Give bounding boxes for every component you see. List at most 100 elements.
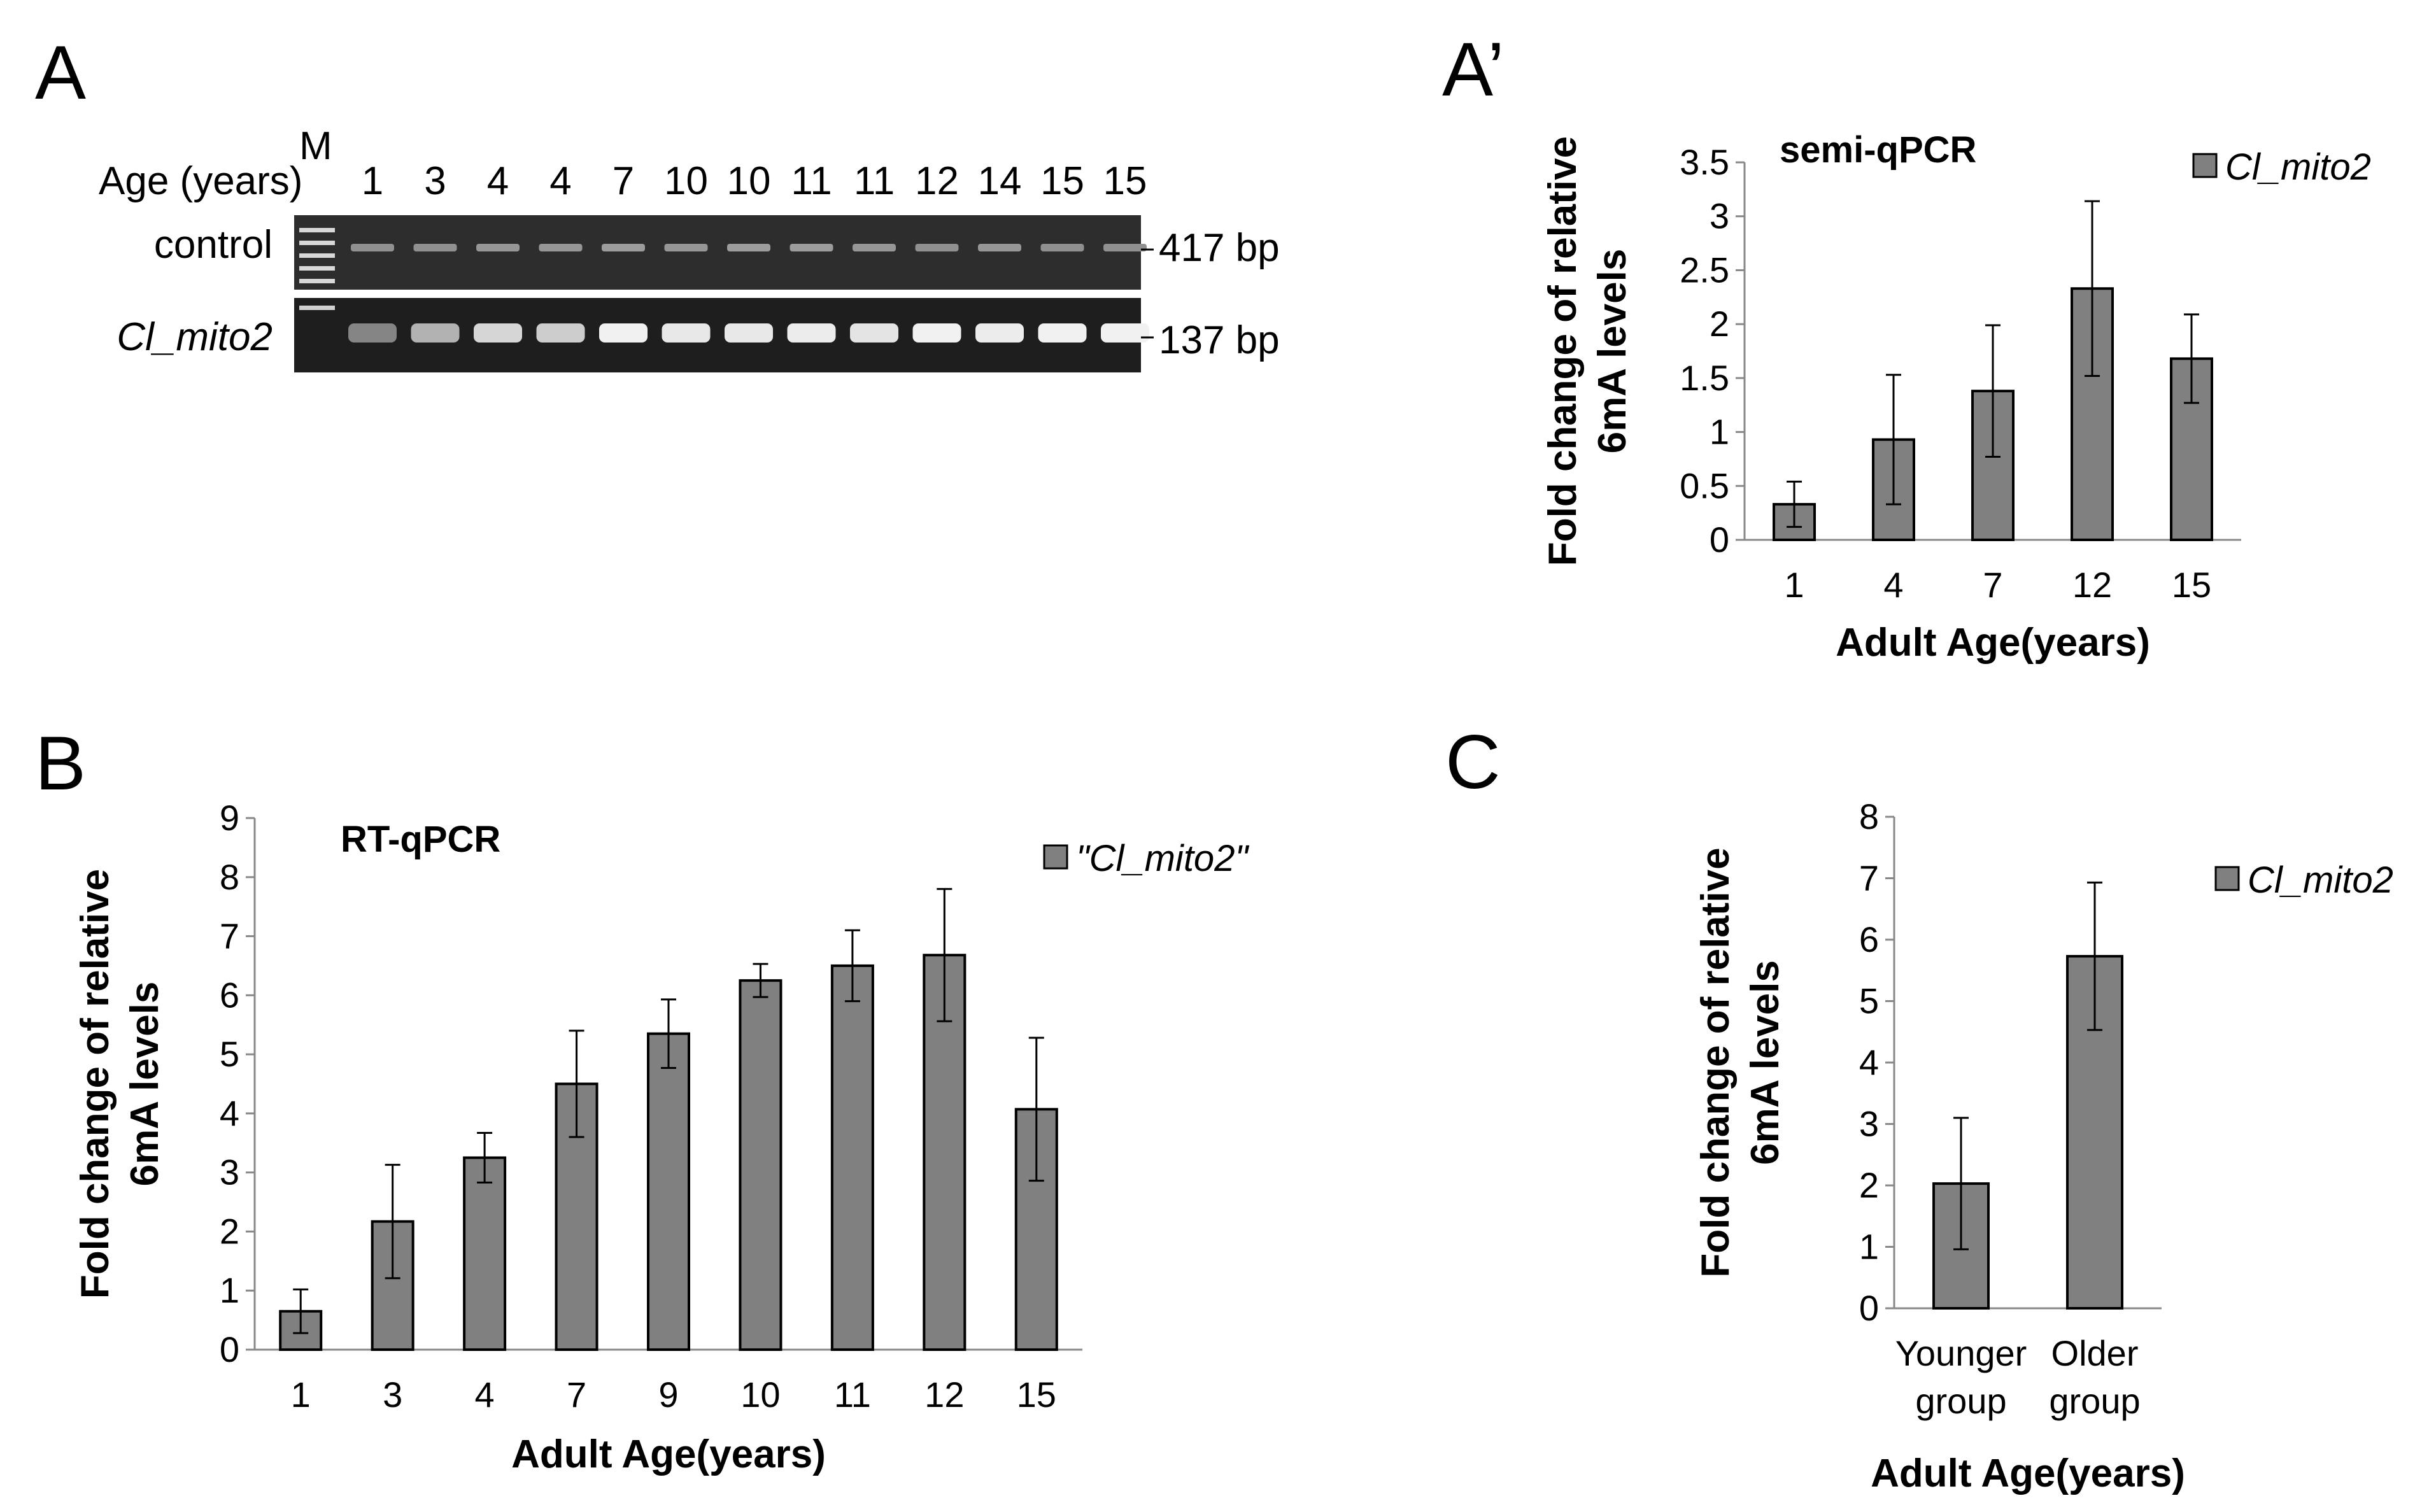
error-bar (844, 929, 860, 1003)
gel-target-band (599, 323, 648, 343)
gel-lane-label: 1 (362, 159, 383, 203)
legend-label: Cl_mito2 (2248, 859, 2393, 901)
gel-marker-band (299, 253, 335, 258)
gel-control-band (727, 244, 770, 251)
y-tick-label: 1 (1710, 412, 1729, 452)
x-tick-label: Younger (1895, 1333, 2027, 1373)
y-tick-label: 4 (1859, 1042, 1879, 1082)
gel-control-band (476, 244, 520, 251)
gel-lane-label: 11 (854, 159, 895, 203)
error-bar (1787, 481, 1802, 528)
gel-control-label: control (154, 223, 273, 267)
error-bar (2085, 200, 2100, 377)
gel-target-band (662, 323, 711, 343)
y-tick-label: 8 (220, 857, 239, 897)
gel-target-label: Cl_mito2 (117, 315, 273, 359)
legend-swatch (2192, 153, 2218, 178)
gel-control-size: 417 bp (1159, 226, 1280, 270)
y-axis-label: Fold change of relative 6mA levels (73, 869, 167, 1299)
gel-control-band (978, 244, 1021, 251)
legend-swatch (2214, 866, 2240, 891)
y-tick-label: 3.5 (1680, 142, 1729, 182)
chart-semi-qpcr: 0 0.5 1 1.5 2 2.5 3 3.5 1 4 7 12 15 semi-qPCR Adult Ag… (1541, 129, 2371, 665)
gel-control-band (539, 244, 583, 251)
gel-lane-label: 12 (915, 159, 959, 203)
gel-control-band (602, 244, 645, 251)
gel-control-band (915, 244, 959, 251)
gel-target-band (787, 323, 836, 343)
y-tick-label: 5 (1859, 981, 1879, 1021)
panel-label-b: B (35, 721, 86, 806)
bar (463, 1156, 507, 1351)
x-axis-label: Adult Age(years) (1871, 1452, 2185, 1495)
x-tick-label: 12 (924, 1374, 964, 1415)
bar (830, 964, 874, 1351)
y-tick-label: 0 (1859, 1288, 1879, 1328)
gel-marker-label: M (299, 124, 332, 168)
gel-lane-label: 4 (487, 159, 509, 203)
y-tick-label: 7 (1859, 858, 1879, 898)
gel-lane-label: 14 (978, 159, 1022, 203)
y-tick-label: 3 (1710, 196, 1729, 236)
gel-control-background (294, 215, 1141, 290)
y-tick-label: 1.5 (1680, 358, 1729, 398)
gel-control-band (351, 244, 394, 251)
x-tick-label: 7 (1983, 565, 2002, 605)
gel-lane-label: 10 (664, 159, 708, 203)
gel-control-band (413, 244, 457, 251)
x-tick-label: 1 (291, 1374, 311, 1415)
y-axis-label-line: 6mA levels (1590, 249, 1634, 454)
x-tick-label: 12 (2072, 565, 2112, 605)
gel-lane-label: 11 (791, 159, 832, 203)
y-tick-label: 6 (220, 975, 239, 1015)
chart-group-comparison: 0 1 2 3 4 5 6 7 8 Younger group Older group Adult Age… (1694, 796, 2393, 1495)
x-tick-label: 10 (740, 1374, 780, 1415)
y-tick-label: 2 (1859, 1165, 1879, 1205)
y-tick-label: 2 (220, 1211, 239, 1251)
error-bar (937, 887, 953, 1022)
gel-marker-band (299, 228, 335, 232)
x-tick-label: Older (2051, 1333, 2139, 1373)
x-tick-label: 9 (658, 1374, 678, 1415)
error-bar (293, 1288, 309, 1334)
y-tick-label: 1 (1859, 1227, 1879, 1267)
gel-target-band (1038, 323, 1087, 343)
gel-marker-band (299, 266, 335, 271)
error-bar (1886, 374, 1901, 505)
x-axis-label: Adult Age(years) (511, 1432, 826, 1476)
y-tick-label: 4 (220, 1093, 239, 1133)
panel-label-c: C (1445, 719, 1501, 805)
error-bar (1985, 324, 2001, 458)
error-bar (477, 1132, 493, 1183)
gel-control-band (1103, 244, 1147, 251)
x-tick-label: 3 (383, 1374, 402, 1415)
x-tick-label: group (1915, 1381, 2006, 1421)
chart-title: RT-qPCR (341, 819, 500, 860)
y-tick-label: 0 (220, 1329, 239, 1369)
gel-lane-label: 4 (549, 159, 571, 203)
y-tick-label: 5 (220, 1034, 239, 1074)
error-bar (385, 1164, 400, 1280)
gel-control-band (1040, 244, 1084, 251)
gel-target-band (725, 323, 773, 343)
gel-control-band (664, 244, 708, 251)
y-tick-label: 7 (220, 916, 239, 956)
gel-target-band (850, 323, 898, 343)
y-axis-label-line: Fold change of relative (73, 869, 117, 1299)
legend-label: "Cl_mito2" (1076, 838, 1249, 879)
x-tick-label: 4 (1883, 565, 1903, 605)
y-axis-label-line: Fold change of relative (1694, 847, 1738, 1277)
error-bar (661, 998, 676, 1069)
error-bar (2087, 881, 2102, 1031)
x-tick-label: 15 (1017, 1374, 1056, 1415)
panel-label-a: A (35, 30, 86, 115)
y-tick-label: 3 (1859, 1104, 1879, 1144)
y-tick-label: 0 (1710, 519, 1729, 560)
error-bar (2184, 313, 2199, 404)
gel-target-band (912, 323, 961, 343)
gel-lane-label: 3 (424, 159, 446, 203)
x-tick-label: 7 (567, 1374, 586, 1415)
y-axis-label: Fold change of relative 6mA levels (1694, 847, 1787, 1277)
